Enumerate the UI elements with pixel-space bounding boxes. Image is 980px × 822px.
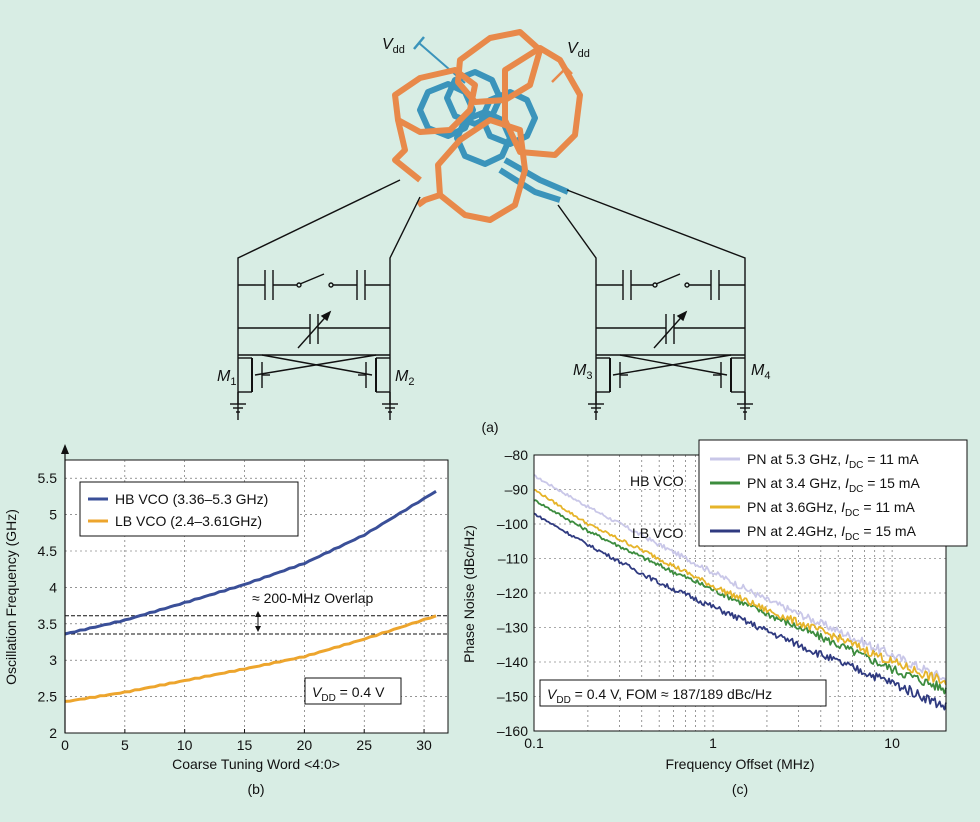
pn-legend: PN at 5.3 GHz, IDC = 11 mA PN at 3.4 GHz,…: [710, 451, 920, 543]
tuning-ytick-label: 5: [49, 507, 57, 523]
tuning-overlap-lines: [65, 615, 448, 635]
vdd-annotation-box: [304, 677, 402, 705]
pn-legend-label-2: PN at 3.6GHz, IDC = 11 mA: [747, 499, 916, 519]
wire-left-tank-inner: [389, 196, 421, 420]
pn-series-line-2: [533, 488, 947, 686]
pn-series-line-3: [533, 512, 947, 711]
tuning-ytick-label: 3.5: [38, 616, 58, 632]
transistor-label-m1: M1: [217, 368, 236, 388]
pn-ytick-label: –160: [497, 723, 528, 739]
caption-b: (b): [247, 781, 264, 797]
annotation-hb-vco: HB VCO: [630, 473, 684, 489]
pn-y-axis-label: Phase Noise (dBc/Hz): [461, 525, 477, 663]
tuning-ytick-label: 4: [49, 579, 57, 595]
transistor-label-m2: M2: [395, 368, 414, 388]
pn-series: [533, 474, 947, 711]
pn-series-line-0: [533, 474, 947, 684]
tuning-xtick-label: 20: [297, 737, 313, 753]
tuning-y-ticks: 2 2.5 3 3.5 4 4.5 5 5.5: [38, 470, 58, 741]
tuning-ytick-label: 2.5: [38, 689, 58, 705]
pn-xtick-label: 1: [709, 735, 717, 751]
vdd-label-left: Vdd: [382, 36, 405, 56]
tuning-series-line-lb: [64, 614, 437, 703]
pn-x-ticks: 0.1 1 10: [524, 735, 900, 751]
pn-legend-box: [698, 439, 968, 547]
legend-label-hb: HB VCO (3.36–5.3 GHz): [115, 491, 268, 507]
pn-ytick-label: –110: [498, 551, 528, 567]
caption-c: (c): [732, 781, 748, 797]
tuning-xtick-label: 0: [61, 737, 69, 753]
pn-legend-label-0: PN at 5.3 GHz, IDC = 11 mA: [747, 451, 919, 471]
tuning-xtick-label: 10: [177, 737, 193, 753]
tuning-xtick-label: 25: [356, 737, 372, 753]
tuning-ytick-label: 2: [49, 725, 57, 741]
vco-circuit-schematic: Vdd Vdd: [217, 29, 770, 435]
right-tank: [588, 270, 753, 413]
pn-ytick-label: –150: [497, 689, 528, 705]
wire-right-tank-outer: [566, 189, 746, 420]
transistor-label-m4: M4: [751, 362, 770, 382]
pn-xtick-label: 10: [884, 735, 900, 751]
pn-x-axis-label: Frequency Offset (MHz): [665, 756, 814, 772]
pn-ytick-label: –130: [497, 620, 528, 636]
tuning-legend-box: [79, 481, 299, 537]
pn-ytick-label: –100: [497, 516, 528, 532]
lb-vco-inductor: [417, 69, 570, 203]
pn-series-line-1: [533, 499, 947, 695]
pn-ytick-label: –80: [505, 447, 529, 463]
tuning-xtick-label: 5: [121, 737, 129, 753]
tuning-ytick-label: 5.5: [38, 470, 58, 486]
tuning-series: [64, 490, 437, 703]
hb-vco-inductor: [392, 29, 583, 223]
tuning-xtick-label: 30: [416, 737, 432, 753]
legend-label-lb: LB VCO (2.4–3.61GHz): [115, 513, 262, 529]
fom-annotation-box: [539, 679, 827, 707]
tuning-x-axis-label: Coarse Tuning Word <4:0>: [172, 756, 340, 772]
vdd-label-right: Vdd: [567, 40, 590, 60]
wire-right-tank-inner: [557, 204, 597, 420]
pn-legend-label-1: PN at 3.4 GHz, IDC = 15 mA: [747, 475, 920, 495]
tuning-series-line-hb: [64, 490, 437, 636]
tuning-range-chart: 2 2.5 3 3.5 4 4.5 5 5.5 0 5 10 15 20 25 30 ≈ 200-MHz …: [3, 444, 449, 797]
left-tank: [230, 270, 398, 413]
annotation-lb-vco: LB VCO: [632, 525, 683, 541]
overlap-label: ≈ 200-MHz Overlap: [252, 590, 373, 606]
pn-xtick-label: 0.1: [524, 735, 544, 751]
caption-a: (a): [481, 419, 498, 435]
wire-left-tank-outer: [237, 179, 401, 420]
tuning-ytick-label: 3: [49, 652, 57, 668]
tuning-xtick-label: 15: [237, 737, 253, 753]
pn-ytick-label: –120: [497, 585, 528, 601]
pn-ytick-label: –90: [505, 482, 529, 498]
phase-noise-chart: –80 –90 –100 –110 –120 –130 –140 –150 –160 0.1 1 1…: [461, 439, 968, 797]
fom-annotation-text: VDD = 0.4 V, FOM ≈ 187/189 dBc/Hz: [547, 686, 772, 706]
tuning-ytick-label: 4.5: [38, 543, 58, 559]
pn-y-ticks: –80 –90 –100 –110 –120 –130 –140 –150 –160: [497, 447, 528, 739]
pn-ytick-label: –140: [497, 654, 528, 670]
tuning-y-axis-label: Oscillation Frequency (GHz): [3, 509, 19, 685]
y-axis-arrow: [61, 444, 69, 454]
transistor-label-m3: M3: [573, 362, 592, 382]
tuning-x-ticks: 0 5 10 15 20 25 30: [61, 729, 432, 753]
vdd-annotation-text: VDD = 0.4 V: [312, 684, 385, 704]
pn-legend-label-3: PN at 2.4GHz, IDC = 15 mA: [747, 523, 917, 543]
